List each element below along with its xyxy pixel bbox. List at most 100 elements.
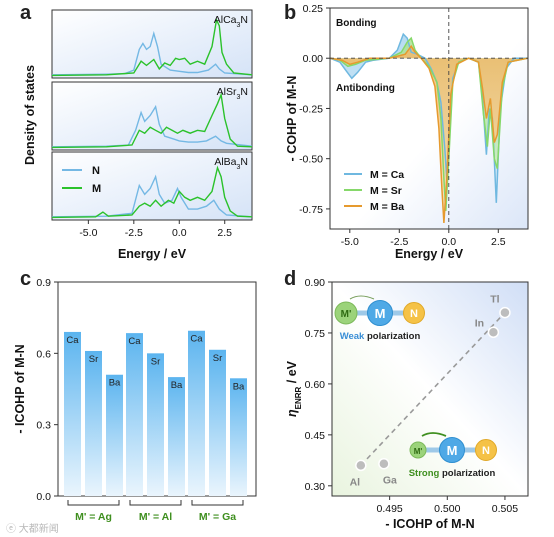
group-bracket	[129, 500, 182, 506]
group-label: M' = Al	[139, 511, 172, 523]
bar-label: Sr	[213, 353, 223, 364]
y-tick-label: -0.75	[299, 204, 323, 216]
legend-label: M = Ca	[370, 169, 404, 181]
dos-subplot-frame	[51, 9, 253, 79]
scatter-point-tl	[499, 306, 511, 319]
bar-ca	[126, 333, 143, 496]
inset-label-m: M	[447, 443, 458, 458]
x-tick-label: -2.5	[125, 227, 143, 239]
polarization-arrow	[421, 432, 447, 437]
inset-atom-mprime	[334, 301, 358, 325]
dos-curve-m	[51, 17, 253, 77]
group-label: M' = Ga	[199, 511, 236, 523]
bar-label: Ba	[109, 378, 121, 389]
y-tick-label: 0.45	[305, 430, 326, 442]
panel-letter-a: a	[20, 2, 32, 24]
y-tick-label: 0.0	[36, 491, 51, 503]
scatter-point-ga	[378, 457, 390, 470]
bar-ba	[230, 378, 247, 496]
x-tick-label: -5.0	[341, 236, 359, 248]
inset-atom-n	[403, 302, 425, 324]
y-axis-label: - ICOHP of M-N	[13, 344, 27, 433]
x-tick-label: 0.0	[441, 236, 456, 248]
strong-polarization-inset: M' M N Strong polarization	[409, 432, 497, 479]
bar-sr	[147, 353, 164, 496]
y-tick-label: 0.9	[36, 277, 51, 289]
x-axis-label: Energy / eV	[118, 247, 187, 261]
bar-label: Ba	[171, 380, 183, 391]
y-tick-label: 0.30	[305, 481, 326, 493]
inset-label-mprime: M'	[414, 447, 423, 456]
x-tick-label: 2.5	[491, 236, 506, 248]
cohp-panel: 0.25 0.00 -0.25 -0.50 -0.75 -5.0 -2.5 0.0 2.5 Ene…	[285, 3, 529, 261]
bar-sr	[85, 350, 102, 496]
inset-label-m: M	[375, 306, 386, 321]
point-label-tl: Tl	[490, 294, 499, 306]
bar-ca	[188, 330, 205, 496]
bar-label: Sr	[151, 356, 161, 367]
bar-ba	[106, 374, 123, 496]
scatter-frame	[331, 281, 529, 497]
x-tick-label: 0.495	[377, 503, 403, 515]
inset-label-n: N	[482, 445, 490, 457]
inset-atom-m	[367, 300, 393, 326]
polarization-arrow	[349, 295, 375, 300]
bar-ca	[64, 331, 81, 496]
point-label-al: Al	[350, 476, 361, 488]
point-label-ga: Ga	[383, 475, 397, 487]
icohp-bar-panel: Ca Sr Ba M' = Ag Ca Sr Ba M' = Al Ca Sr Ba M' = Ga 0…	[13, 277, 257, 523]
y-tick-label: 0.90	[305, 277, 326, 289]
bar-label: Ca	[66, 335, 79, 346]
legend-label: M = Ba	[370, 201, 404, 213]
point-label-in: In	[475, 317, 484, 329]
bar-label: Ba	[233, 381, 245, 392]
bonding-annotation: Bonding	[336, 18, 377, 29]
y-tick-label: 0.60	[305, 379, 326, 391]
dos-subplot-label: AlSr3N	[217, 86, 248, 101]
y-tick-label: 0.25	[303, 3, 324, 15]
inset-label-mprime: M'	[341, 309, 352, 320]
x-tick-label: 2.5	[217, 227, 232, 239]
y-tick-label: 0.75	[305, 328, 326, 340]
scatter-panel: Al Ga In Tl 0.30 0.45 0.60 0.75 0.90 0.495 0.500 0.…	[285, 277, 529, 531]
panel-letter-d: d	[284, 268, 297, 290]
dos-curve-m	[51, 92, 253, 149]
group-label: M' = Ag	[75, 511, 112, 523]
x-axis-label: Energy / eV	[395, 247, 464, 261]
legend-label: M = Sr	[370, 185, 402, 197]
x-tick-label: 0.505	[492, 503, 518, 515]
bar-label: Ca	[128, 336, 141, 347]
x-tick-label: -2.5	[390, 236, 408, 248]
dos-curve-m	[51, 165, 253, 219]
inset-atom-n	[475, 439, 497, 461]
legend-label-n: N	[92, 165, 100, 177]
y-axis-label: Density of states	[23, 65, 37, 165]
bar-label: Ca	[190, 334, 203, 345]
weak-polarization-inset: M' M N Weak polarization	[334, 295, 425, 342]
y-axis-label: ηENRR / eV	[285, 360, 303, 417]
dos-subplot-label: AlCa3N	[214, 14, 248, 29]
watermark: ⓔ 大都新闻	[6, 524, 59, 535]
cohp-frame	[329, 7, 529, 230]
x-tick-label: 0.500	[434, 503, 460, 515]
group-bracket	[191, 500, 244, 506]
inset-atom-m	[439, 437, 465, 463]
inset-caption: Strong polarization	[409, 468, 496, 479]
inset-caption: Weak polarization	[340, 331, 421, 342]
x-axis-label: - ICOHP of M-N	[385, 517, 474, 531]
dos-subplot-label: AlBa3N	[214, 156, 248, 171]
legend-label-m: M	[92, 183, 101, 195]
group-bracket	[67, 500, 120, 506]
dos-panel: AlCa3N AlSr3N AlBa3N -5.0 -2.5 0.0 2.5 Energy /…	[23, 9, 253, 261]
dos-curve-n	[51, 174, 253, 218]
inset-atom-mprime	[409, 441, 427, 459]
inset-label-n: N	[410, 308, 418, 320]
panel-letter-c: c	[20, 268, 32, 290]
scatter-point-al	[355, 459, 367, 472]
y-tick-label: 0.00	[303, 53, 324, 65]
dos-curve-n	[51, 30, 253, 76]
panel-letter-b: b	[284, 2, 297, 24]
y-axis-label: - COHP of M-N	[285, 76, 299, 162]
dos-curve-n	[51, 104, 253, 148]
